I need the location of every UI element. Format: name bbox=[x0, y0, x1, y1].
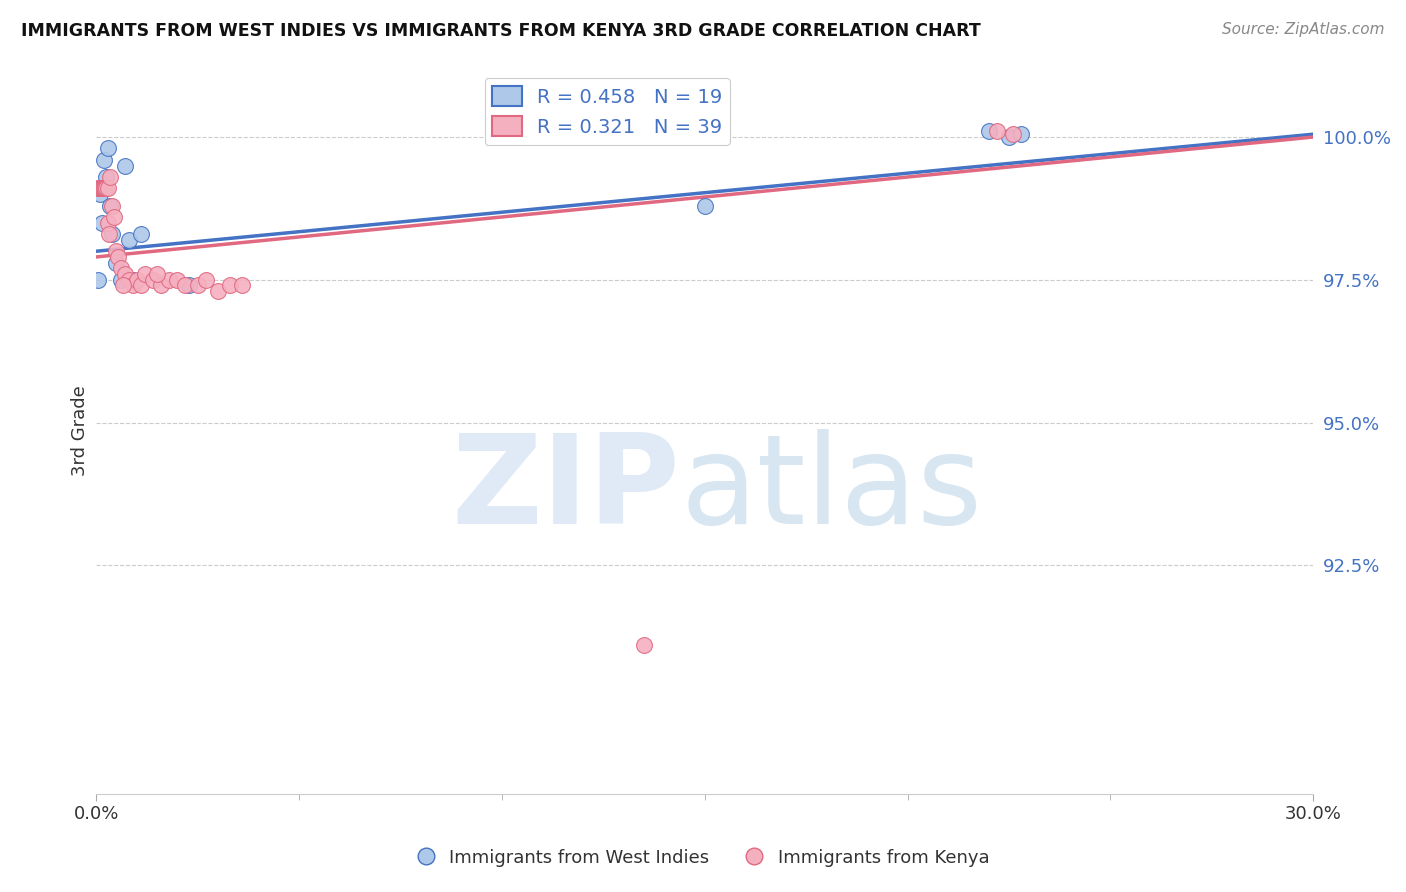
Point bbox=[100, 169, 122, 184]
Point bbox=[121, 278, 143, 293]
Point bbox=[89, 181, 111, 195]
Text: Source: ZipAtlas.com: Source: ZipAtlas.com bbox=[1222, 22, 1385, 37]
Point bbox=[91, 181, 114, 195]
Point bbox=[94, 181, 117, 195]
Point bbox=[693, 198, 716, 212]
Point bbox=[105, 255, 128, 269]
Point bbox=[150, 278, 173, 293]
Point bbox=[93, 153, 115, 167]
Point bbox=[134, 267, 156, 281]
Point bbox=[96, 169, 118, 184]
Legend: Immigrants from West Indies, Immigrants from Kenya: Immigrants from West Indies, Immigrants … bbox=[409, 841, 997, 874]
Point bbox=[87, 181, 110, 195]
Point bbox=[111, 278, 134, 293]
Point bbox=[89, 187, 111, 202]
Point bbox=[101, 198, 124, 212]
Point bbox=[105, 244, 128, 259]
Point bbox=[174, 278, 197, 293]
Point bbox=[633, 638, 655, 652]
Point bbox=[93, 181, 115, 195]
Point bbox=[100, 198, 122, 212]
Y-axis label: 3rd Grade: 3rd Grade bbox=[72, 385, 89, 476]
Point bbox=[97, 216, 120, 230]
Point bbox=[187, 278, 209, 293]
Point bbox=[129, 278, 152, 293]
Point bbox=[117, 273, 139, 287]
Point bbox=[998, 130, 1021, 145]
Point bbox=[87, 273, 110, 287]
Point bbox=[97, 141, 120, 155]
Point bbox=[219, 278, 242, 293]
Point bbox=[114, 159, 136, 173]
Point bbox=[166, 273, 188, 287]
Point bbox=[89, 181, 111, 195]
Point bbox=[114, 267, 136, 281]
Point bbox=[125, 273, 148, 287]
Point bbox=[93, 181, 115, 195]
Point bbox=[194, 273, 217, 287]
Point bbox=[90, 181, 112, 195]
Point bbox=[1002, 127, 1025, 141]
Point bbox=[986, 124, 1008, 138]
Point bbox=[1010, 127, 1032, 141]
Point bbox=[117, 233, 139, 247]
Point bbox=[110, 273, 132, 287]
Legend: R = 0.458   N = 19, R = 0.321   N = 39: R = 0.458 N = 19, R = 0.321 N = 39 bbox=[485, 78, 730, 145]
Point bbox=[107, 250, 129, 264]
Point bbox=[129, 227, 152, 241]
Point bbox=[98, 227, 121, 241]
Text: ZIP: ZIP bbox=[451, 429, 681, 549]
Point bbox=[110, 261, 132, 276]
Text: IMMIGRANTS FROM WEST INDIES VS IMMIGRANTS FROM KENYA 3RD GRADE CORRELATION CHART: IMMIGRANTS FROM WEST INDIES VS IMMIGRANT… bbox=[21, 22, 981, 40]
Point bbox=[96, 181, 118, 195]
Point bbox=[231, 278, 253, 293]
Point bbox=[101, 227, 124, 241]
Point bbox=[142, 273, 165, 287]
Point bbox=[103, 210, 125, 224]
Point bbox=[157, 273, 180, 287]
Point bbox=[977, 124, 1000, 138]
Point bbox=[146, 267, 169, 281]
Point bbox=[121, 273, 143, 287]
Text: atlas: atlas bbox=[681, 429, 983, 549]
Point bbox=[91, 216, 114, 230]
Point bbox=[179, 278, 201, 293]
Point bbox=[207, 284, 229, 298]
Point bbox=[96, 181, 118, 195]
